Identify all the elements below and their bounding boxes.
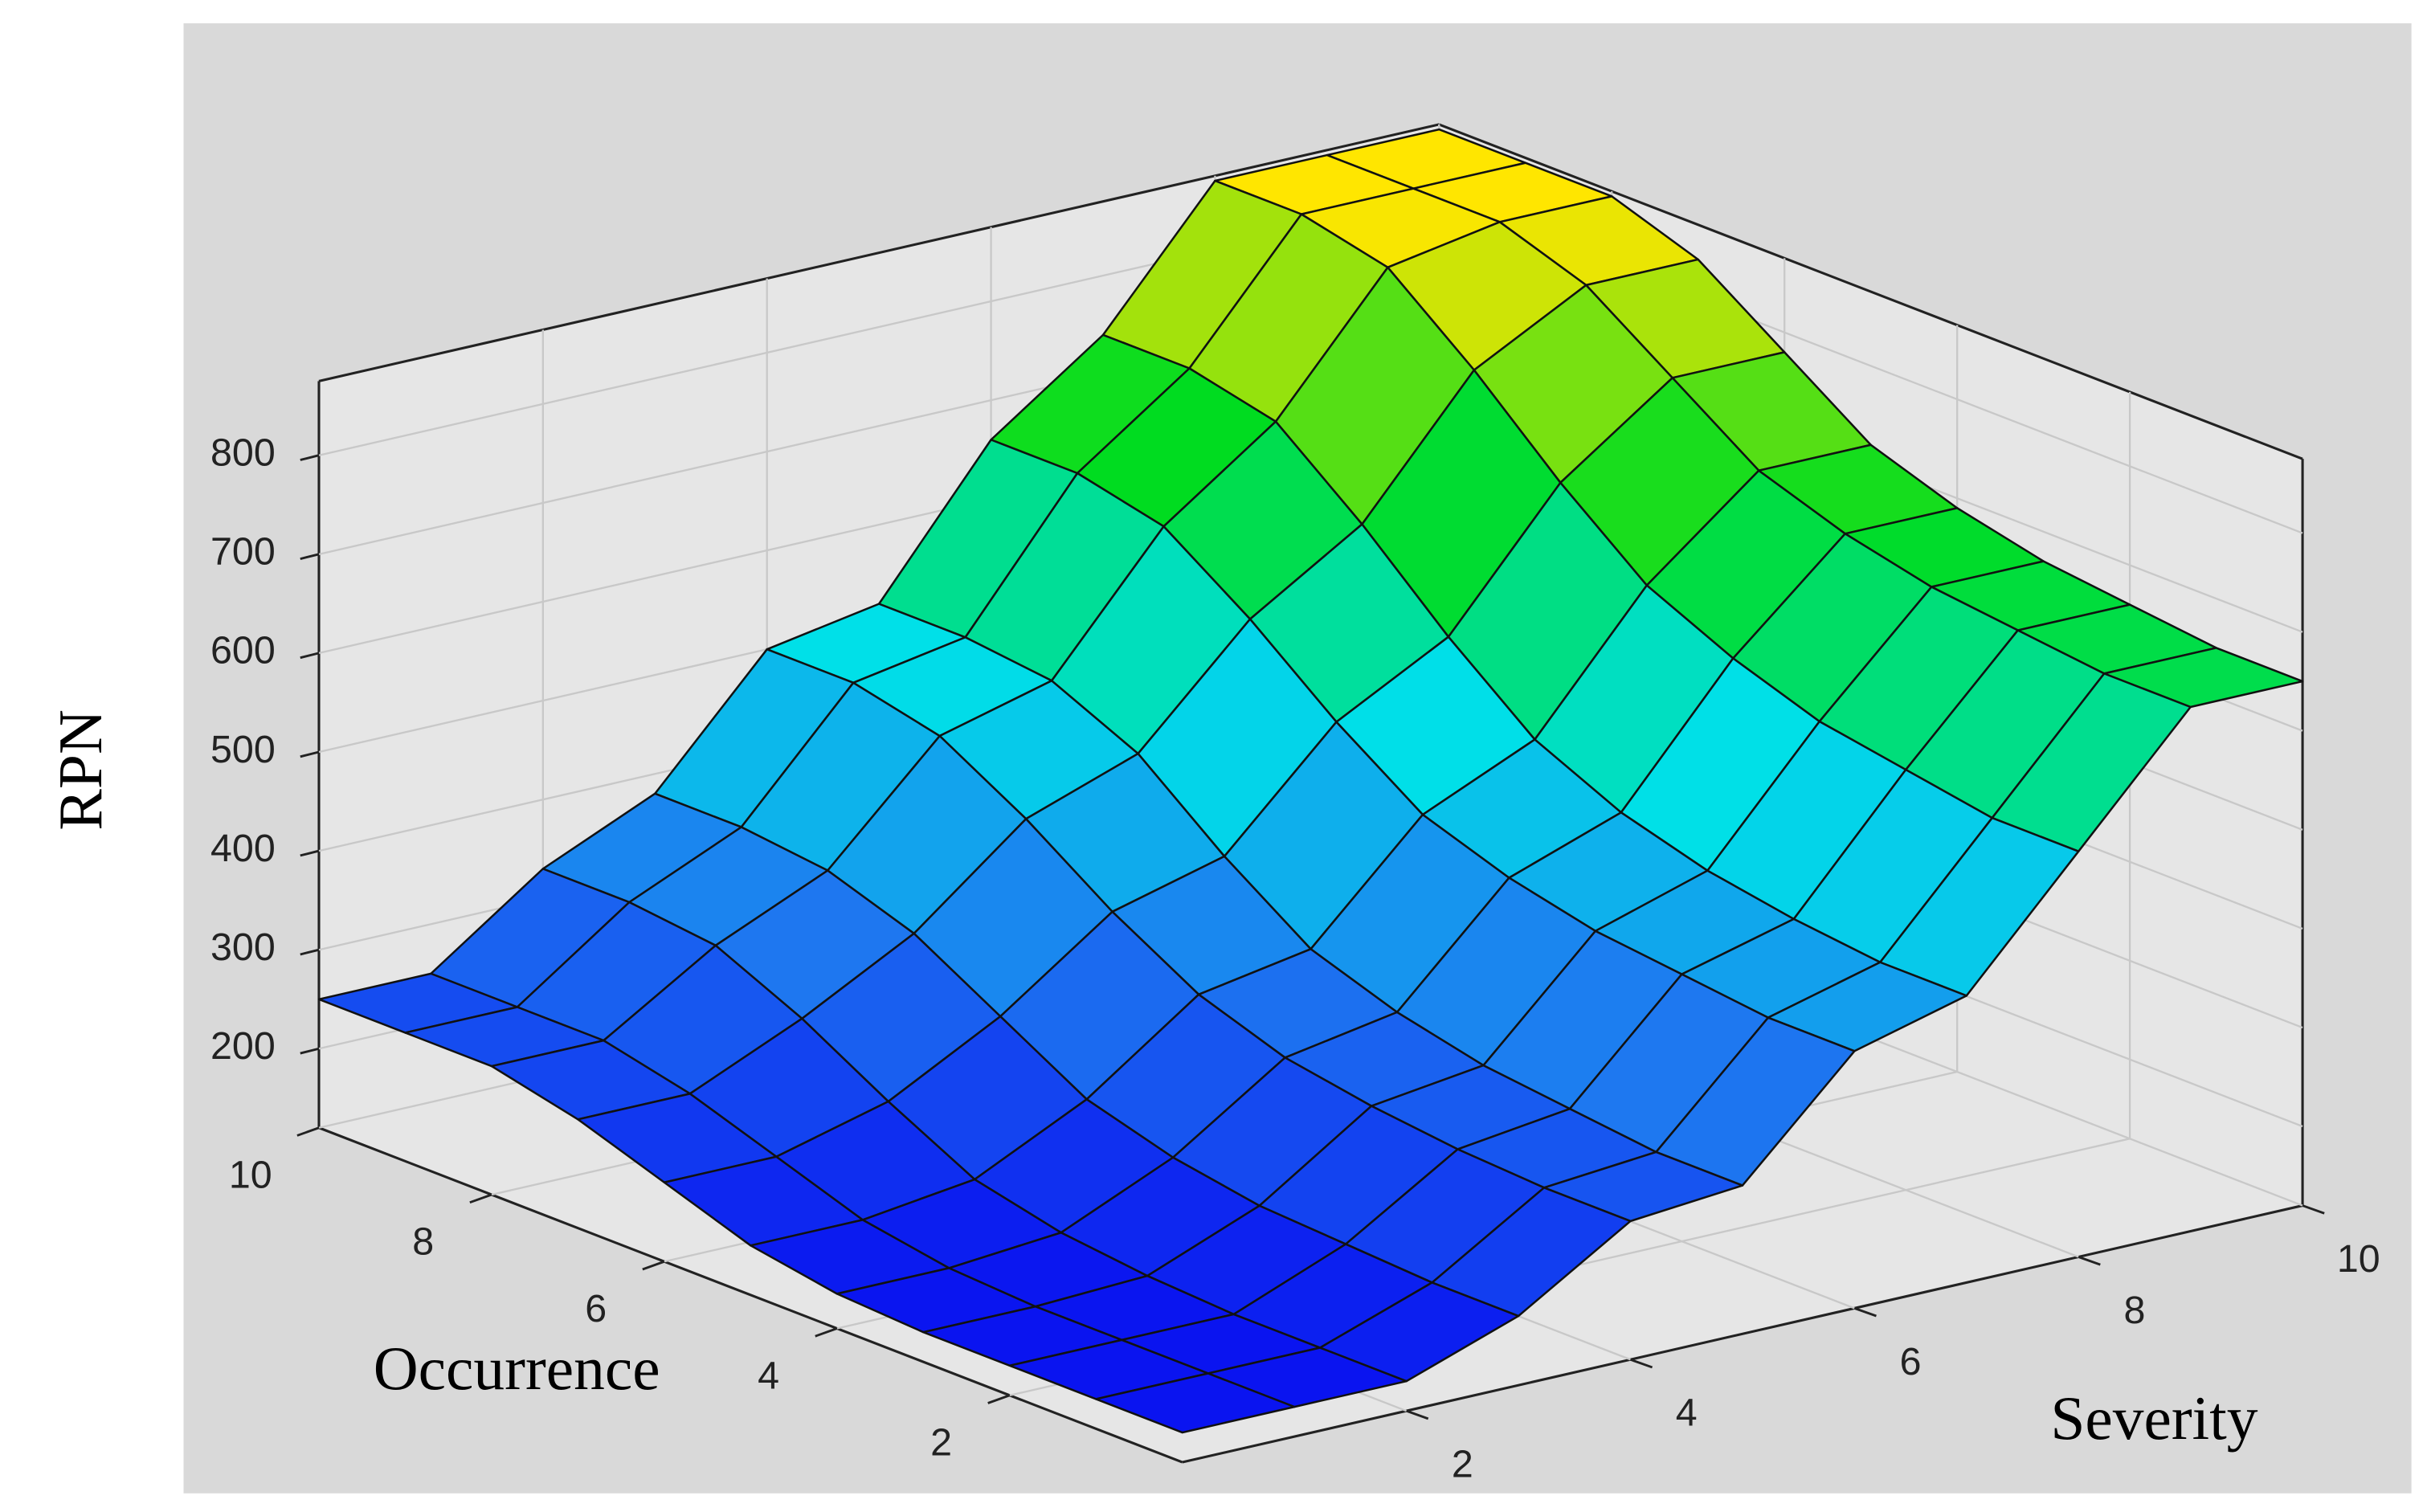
y-tick xyxy=(642,1260,665,1271)
x-tick xyxy=(1630,1358,1653,1369)
y-tick-label: 6 xyxy=(585,1287,607,1330)
surface xyxy=(317,128,2304,1434)
x-tick xyxy=(2302,1204,2325,1215)
z-tick xyxy=(300,948,320,956)
z-tick xyxy=(300,553,320,561)
y-tick xyxy=(296,1126,320,1137)
x-tick xyxy=(1853,1306,1877,1318)
x-tick-label: 10 xyxy=(2337,1237,2380,1281)
z-tick xyxy=(300,750,320,758)
box-edge xyxy=(1182,1204,2303,1464)
y-tick xyxy=(815,1327,838,1338)
z-axis-label: RPN xyxy=(46,709,115,831)
z-tick xyxy=(300,454,320,461)
z-tick-label: 200 xyxy=(210,1024,276,1068)
y-tick-label: 4 xyxy=(758,1354,779,1397)
y-tick-label: 10 xyxy=(229,1153,272,1196)
z-tick-label: 800 xyxy=(210,431,276,474)
y-tick xyxy=(987,1394,1011,1404)
x-axis-label: Severity xyxy=(2050,1383,2257,1453)
x-tick-label: 8 xyxy=(2123,1289,2145,1332)
y-tick xyxy=(469,1193,492,1204)
z-tick-label: 700 xyxy=(210,530,276,574)
x-tick xyxy=(1406,1409,1429,1420)
z-tick xyxy=(300,1047,320,1055)
x-tick-label: 2 xyxy=(1452,1443,1473,1486)
z-tick-label: 300 xyxy=(210,926,276,969)
z-tick-label: 500 xyxy=(210,728,276,771)
box-edge xyxy=(1438,123,2303,460)
z-tick xyxy=(300,652,320,660)
z-tick-label: 400 xyxy=(210,827,276,870)
x-tick-label: 6 xyxy=(1900,1340,1922,1383)
y-tick-label: 2 xyxy=(930,1421,952,1465)
z-tick xyxy=(300,849,320,857)
axes: 200 300 400 500 600 700 800 2 4 6 8 10 2 4 6 8 10 xyxy=(210,431,2380,1485)
box-edge xyxy=(318,1126,1183,1464)
y-tick-label: 8 xyxy=(412,1220,434,1264)
y-axis-label: Occurrence xyxy=(374,1334,660,1403)
box-edge xyxy=(318,123,1440,382)
surface-cell xyxy=(1095,1372,1296,1434)
x-tick xyxy=(2078,1256,2101,1266)
z-tick-label: 600 xyxy=(210,629,276,672)
x-tick-label: 4 xyxy=(1676,1391,1698,1435)
